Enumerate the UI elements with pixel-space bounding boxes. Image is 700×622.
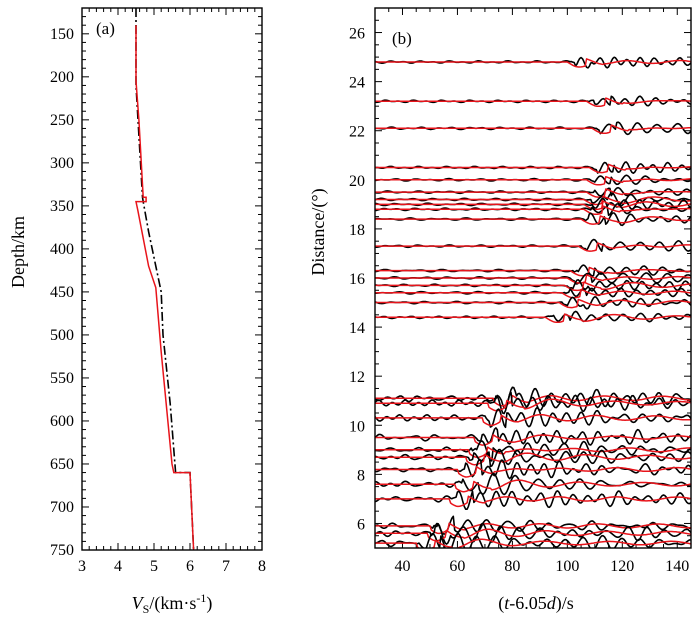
b-x-title-mid: -6.05 [509,593,547,613]
panel-b-label: (b) [392,29,412,48]
y-tick-label: 22 [349,124,365,141]
y-tick-label: 550 [50,370,74,387]
y-tick-label: 20 [349,173,365,190]
x-title-exp: -1 [196,591,206,605]
x-tick-label: 5 [150,558,158,575]
x-tick-label: 7 [222,558,230,575]
panel-a-series [135,8,195,551]
x-tick-label: 4 [114,558,122,575]
trace-synthetic [375,281,691,292]
trace-synthetic [375,215,691,225]
trace-synthetic [375,538,691,548]
trace-observed [375,186,691,197]
trace-observed [375,448,691,468]
panel-a-x-axis-title: VS/(km·s-1) [132,591,213,616]
trace-synthetic [375,124,691,135]
trace-synthetic [375,58,691,68]
trace-observed [375,532,691,548]
trace-synthetic [375,175,691,186]
x-tick-label: 40 [394,558,410,575]
panel-a-y-axis-title: Depth/km [8,216,28,288]
panel-a-label: (a) [96,19,115,38]
y-tick-label: 26 [349,26,365,43]
y-tick-label: 300 [50,155,74,172]
panel-a-ticks: 3 4 5 6 7 8 150 200 250 300 350 400 450 500 550 600 650 7… [50,8,266,575]
trace-synthetic [375,274,691,284]
y-tick-label: 750 [50,542,74,559]
y-tick-label: 400 [50,241,74,258]
trace-synthetic [375,528,691,542]
y-tick-label: 700 [50,499,74,516]
trace-synthetic [375,522,691,535]
b-x-title-t: t [504,593,510,613]
panel-b-traces [375,56,691,548]
trace-observed [375,272,691,285]
panel-b-y-axis-title: Distance/(°) [308,188,329,275]
trace-synthetic [375,188,691,198]
trace-synthetic [375,434,691,446]
y-tick-label: 500 [50,327,74,344]
panel-b-x-axis-title: (t-6.05d)/s [498,593,574,614]
trace-synthetic [375,288,691,299]
y-tick-label: 10 [349,418,365,435]
y-tick-label: 150 [50,26,74,43]
y-tick-label: 650 [50,456,74,473]
trace-synthetic [375,394,691,407]
y-tick-label: 200 [50,69,74,86]
panel-b-frame [374,7,692,549]
profile-line [135,8,195,551]
y-tick-label: 350 [50,198,74,215]
panel-a-frame [81,7,263,551]
y-tick-label: 250 [50,112,74,129]
y-tick-label: 450 [50,284,74,301]
trace-synthetic [375,446,691,459]
x-title-unit: /(km·s [149,593,196,614]
trace-synthetic [375,200,691,211]
trace-synthetic [375,298,691,309]
trace-synthetic [375,466,691,478]
y-tick-label: 6 [357,516,365,533]
b-x-title-d: d [547,593,557,613]
y-tick-label: 600 [50,413,74,430]
y-tick-label: 18 [349,222,365,239]
x-tick-label: 8 [258,558,266,575]
x-tick-label: 80 [504,558,520,575]
trace-synthetic [375,205,691,216]
trace-observed [375,440,691,462]
y-tick-label: 16 [349,271,365,288]
trace-observed [375,458,691,480]
trace-synthetic [375,495,691,508]
x-tick-label: 6 [186,558,194,575]
x-tick-label: 140 [665,558,689,575]
y-tick-label: 14 [349,320,365,337]
trace-synthetic [375,242,691,252]
x-tick-label: 100 [555,558,579,575]
x-tick-label: 60 [449,558,465,575]
trace-synthetic [375,398,691,412]
x-title-v: V [132,593,145,613]
b-x-title-close: )/s [556,593,574,614]
trace-synthetic [375,313,691,324]
x-title-sub: S [143,602,150,616]
x-tick-label: 120 [610,558,634,575]
trace-synthetic [375,97,691,108]
profile-line [135,25,195,551]
trace-synthetic [375,163,691,174]
y-tick-label: 8 [357,467,365,484]
trace-synthetic [375,266,691,277]
x-title-close: ) [206,593,212,614]
trace-synthetic [375,452,691,466]
trace-synthetic [375,479,691,493]
b-x-title-open: ( [498,593,504,614]
trace-synthetic [375,413,691,427]
x-tick-label: 3 [78,558,86,575]
trace-observed [375,515,691,535]
y-tick-label: 24 [349,75,365,92]
panel-a-velocity-profile: 3 4 5 6 7 8 150 200 250 300 350 400 450 500 550 600 650 7… [8,7,266,616]
y-tick-label: 12 [349,369,365,386]
